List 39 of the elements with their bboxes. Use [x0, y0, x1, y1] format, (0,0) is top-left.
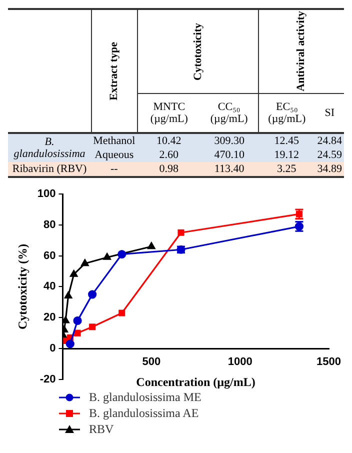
text: Cytotoxicity: [192, 22, 204, 80]
text: 24.59: [316, 148, 343, 162]
y-tick-label: 0: [50, 342, 56, 355]
text: SI: [324, 106, 336, 121]
y-tick-label: 60: [44, 250, 56, 262]
y-tick-label: 100: [37, 188, 56, 200]
text: 0.98: [158, 162, 180, 177]
x-tick-label: 500: [142, 356, 161, 368]
text: 2.60: [158, 148, 180, 162]
text: 34.89: [316, 162, 343, 177]
legend-label: RBV: [89, 422, 114, 436]
text: Antiviral activity: [295, 11, 308, 92]
text: 3.25: [276, 162, 298, 177]
text: B. glandulosissima: [12, 135, 86, 162]
text: 24.84: [316, 134, 343, 148]
y-tick-label: -20: [40, 373, 56, 386]
y-axis-title: Cytotoxicity (%): [15, 244, 30, 330]
legend-label: B. glandulosissima AE: [89, 406, 199, 420]
text: 10.42: [156, 134, 182, 148]
text: CC₅₀ (µg/mL): [209, 100, 249, 127]
text: 309.30: [213, 134, 246, 148]
x-tick-label: 1000: [228, 356, 252, 368]
x-tick-label: 1500: [316, 356, 342, 368]
y-tick-label: 20: [44, 312, 56, 324]
legend-label: B. glandulosissima ME: [89, 390, 202, 404]
text: Extract type: [108, 42, 120, 100]
text: --: [109, 162, 119, 177]
text: Ribavirin (RBV): [11, 162, 88, 177]
text: MNTC (µg/mL): [137, 93, 201, 133]
text: 19.12: [273, 148, 300, 162]
text: 12.45: [273, 134, 300, 148]
text: EC₅₀ (µg/mL): [258, 93, 316, 133]
y-tick-label: 40: [44, 280, 56, 293]
y-tick-label: 80: [44, 218, 56, 231]
x-axis-title: Concentration (µg/mL): [136, 374, 256, 389]
text: 470.10: [213, 148, 246, 162]
text: 113.40: [213, 162, 246, 177]
text: Aqueous: [94, 148, 135, 162]
text: Methanol: [92, 134, 136, 148]
